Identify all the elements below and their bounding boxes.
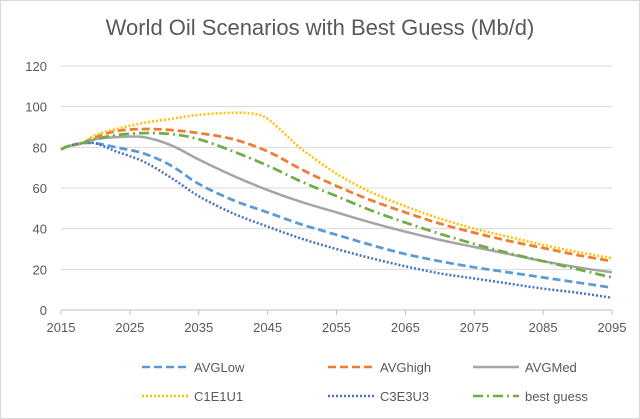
x-tick-label: 2015	[47, 320, 76, 335]
x-tick-label: 2085	[529, 320, 558, 335]
x-tick-label: 2075	[460, 320, 489, 335]
legend-entry-2: AVGMed	[473, 360, 577, 375]
legend-label: AVGLow	[194, 360, 245, 375]
y-tick-label: 60	[33, 181, 47, 196]
series-lines	[60, 111, 613, 300]
y-tick-label: 80	[33, 140, 47, 155]
axes: 0 20 40 60 80 100 120 2015 2025 2035 2045 2055 2065 2…	[25, 59, 626, 335]
legend-label: AVGMed	[525, 360, 577, 375]
legend-label: best guess	[525, 389, 588, 404]
y-tick-label: 120	[25, 59, 47, 74]
chart-title: World Oil Scenarios with Best Guess (Mb/…	[105, 15, 535, 40]
y-tick-label: 100	[25, 100, 47, 115]
legend-entry-1: AVGhigh	[328, 360, 431, 375]
legend-entry-0: AVGLow	[142, 360, 245, 375]
y-tick-label: 0	[40, 303, 47, 318]
y-tick-label: 40	[33, 222, 47, 237]
x-tick-label: 2095	[598, 320, 627, 335]
series-line-4	[60, 141, 613, 300]
x-tick-label: 2035	[184, 320, 213, 335]
legend-entry-5: best guess	[473, 389, 588, 404]
legend-label: AVGhigh	[380, 360, 431, 375]
x-tick-label: 2055	[322, 320, 351, 335]
legend-label: C3E3U3	[380, 389, 429, 404]
series-line-1	[60, 127, 613, 263]
legend: AVGLow AVGhigh AVGMed C1E1U1 C3E3U3 best gues…	[142, 360, 588, 404]
series-line-2	[60, 135, 613, 274]
x-tick-label: 2025	[115, 320, 144, 335]
legend-entry-3: C1E1U1	[142, 389, 243, 404]
y-tick-label: 20	[33, 262, 47, 277]
series-line-0	[60, 141, 613, 289]
legend-label: C1E1U1	[194, 389, 243, 404]
gridlines	[61, 65, 612, 270]
series-line-5	[60, 131, 613, 279]
legend-entry-4: C3E3U3	[328, 389, 429, 404]
x-tick-label: 2045	[253, 320, 282, 335]
x-tick-label: 2065	[391, 320, 420, 335]
